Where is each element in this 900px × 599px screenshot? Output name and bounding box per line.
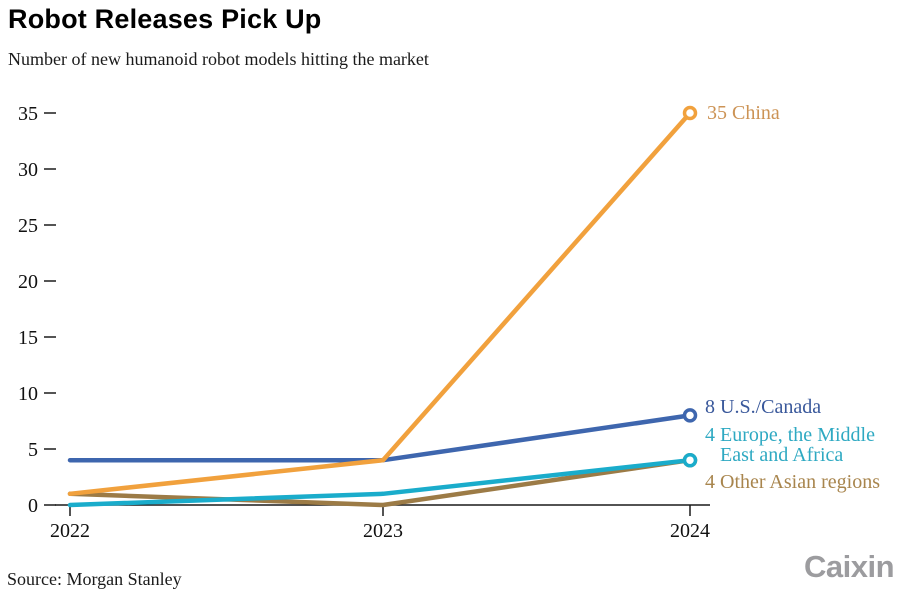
y-tick-label: 30 [18,159,38,181]
line-series-other-asian-regions [67,457,693,508]
endpoint-marker-u-s-canada [682,408,698,423]
y-tick-label: 35 [18,103,38,125]
endpoint-marker-china [682,105,698,121]
y-tick-label: 20 [18,271,38,293]
y-tick-label: 25 [18,215,38,237]
source-note: Source: Morgan Stanley [7,569,182,589]
x-tick-label: 2024 [670,520,710,542]
caixin-logo: Caixin [803,549,895,584]
y-tick-label: 15 [18,327,38,349]
y-tick-label: 0 [28,495,38,517]
line-series-u-s-canada [67,413,693,463]
chart-title: Robot Releases Pick Up [8,4,322,34]
line-series-europe-the-middle-east-and-africa [67,457,693,508]
y-tick-label: 5 [28,439,38,461]
series-end-label-europe-the-middle-east-and-africa: East and Africa [720,444,843,466]
series-end-label-europe-the-middle-east-and-africa: 4 Europe, the Middle [705,424,875,446]
y-tick-label: 10 [18,383,38,405]
series-end-label-u-s-canada: 8 U.S./Canada [705,396,821,418]
endpoint-marker-europe-the-middle-east-and-africa [682,452,698,468]
series-end-label-china: 35 China [707,102,780,124]
chart-subtitle: Number of new humanoid robot models hitt… [8,49,429,69]
series-end-label-other-asian-regions: 4 Other Asian regions [705,471,880,493]
x-tick-label: 2022 [50,520,90,542]
x-tick-label: 2023 [363,520,403,542]
line-series-china [67,110,693,497]
